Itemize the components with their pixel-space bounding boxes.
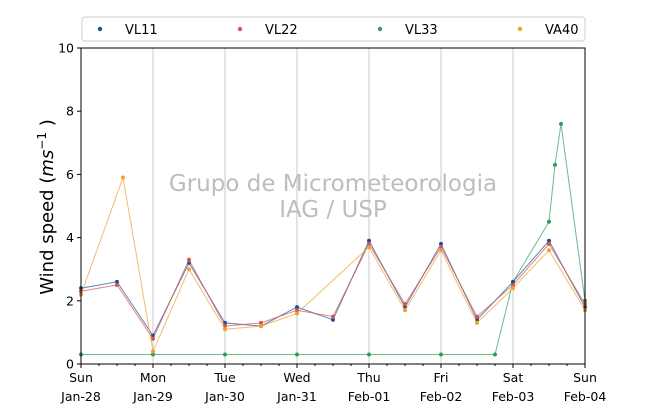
vertical-gridlines <box>152 48 514 364</box>
y-tick-label: 2 <box>66 293 74 308</box>
x-tick-label-day: Mon <box>140 370 166 385</box>
x-tick-label-date: Feb-01 <box>348 389 391 404</box>
x-tick-label-date: Feb-02 <box>420 389 463 404</box>
x-tick-label-date: Jan-30 <box>204 389 245 404</box>
y-tick-label: 6 <box>66 167 74 182</box>
legend-marker-vl22 <box>237 26 243 32</box>
legend-frame <box>81 16 586 42</box>
x-tick-label-date: Jan-31 <box>276 389 317 404</box>
legend-label-vl11: VL11 <box>125 23 158 38</box>
x-tick-label-day: Sun <box>573 370 597 385</box>
series-trace <box>80 242 586 340</box>
legend-marker-vl33 <box>377 26 383 32</box>
series-trace <box>81 123 586 355</box>
x-tick-label-day: Thu <box>356 370 380 385</box>
x-tick-label-day: Sat <box>503 370 524 385</box>
y-axis: 0 2 4 6 8 10 <box>58 41 81 372</box>
watermark-line-1: Grupo de Micrometeorologia <box>169 171 497 197</box>
y-axis-label-unit: ms <box>37 150 58 177</box>
y-tick-label: 0 <box>66 357 74 372</box>
legend-label-vl33: VL33 <box>405 23 438 38</box>
series-vl11 <box>79 238 587 338</box>
legend: VL11 VL22 VL33 VA40 <box>81 16 586 42</box>
x-tick-label-date: Feb-04 <box>564 389 607 404</box>
x-tick-label-day: Fri <box>434 370 449 385</box>
y-tick-label: 8 <box>66 104 74 119</box>
x-axis: Sun Jan-28 Mon Jan-29 Tue Jan-30 Wed Jan-31 Thu F… <box>60 364 606 404</box>
series-vl22 <box>79 241 587 341</box>
watermark: Grupo de Micrometeorologia IAG / USP <box>169 171 497 223</box>
watermark-line-2: IAG / USP <box>279 197 387 223</box>
y-axis-label-prefix: Wind speed ( <box>37 177 58 295</box>
x-tick-label-day: Sun <box>69 370 93 385</box>
x-tick-label-day: Tue <box>213 370 236 385</box>
series-va40 <box>79 175 587 354</box>
x-tick-label-date: Jan-29 <box>132 389 173 404</box>
x-tick-label-day: Wed <box>283 370 310 385</box>
y-axis-label-exponent: −1 <box>35 132 49 150</box>
y-axis-label: Wind speed (ms−1 ) <box>35 119 58 294</box>
legend-marker-va40 <box>517 26 523 32</box>
x-tick-label-date: Jan-28 <box>60 389 101 404</box>
data-points <box>79 121 587 357</box>
y-axis-label-suffix: ) <box>37 119 58 132</box>
series-trace <box>80 175 586 354</box>
y-tick-label: 4 <box>66 230 74 245</box>
x-tick-label-date: Feb-03 <box>492 389 535 404</box>
legend-label-vl22: VL22 <box>265 23 298 38</box>
y-tick-label: 10 <box>58 41 74 56</box>
legend-label-va40: VA40 <box>545 23 579 38</box>
legend-marker-vl11 <box>97 26 103 32</box>
